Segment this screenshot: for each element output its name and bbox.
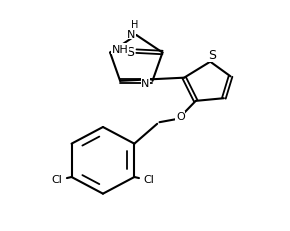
Text: S: S	[126, 46, 134, 58]
Text: Cl: Cl	[144, 174, 154, 184]
Text: Cl: Cl	[52, 174, 62, 184]
Text: S: S	[209, 49, 217, 62]
Text: H: H	[131, 20, 139, 30]
Text: N: N	[141, 79, 149, 88]
Text: O: O	[176, 112, 185, 122]
Text: NH: NH	[112, 44, 129, 54]
Text: N: N	[127, 30, 135, 40]
